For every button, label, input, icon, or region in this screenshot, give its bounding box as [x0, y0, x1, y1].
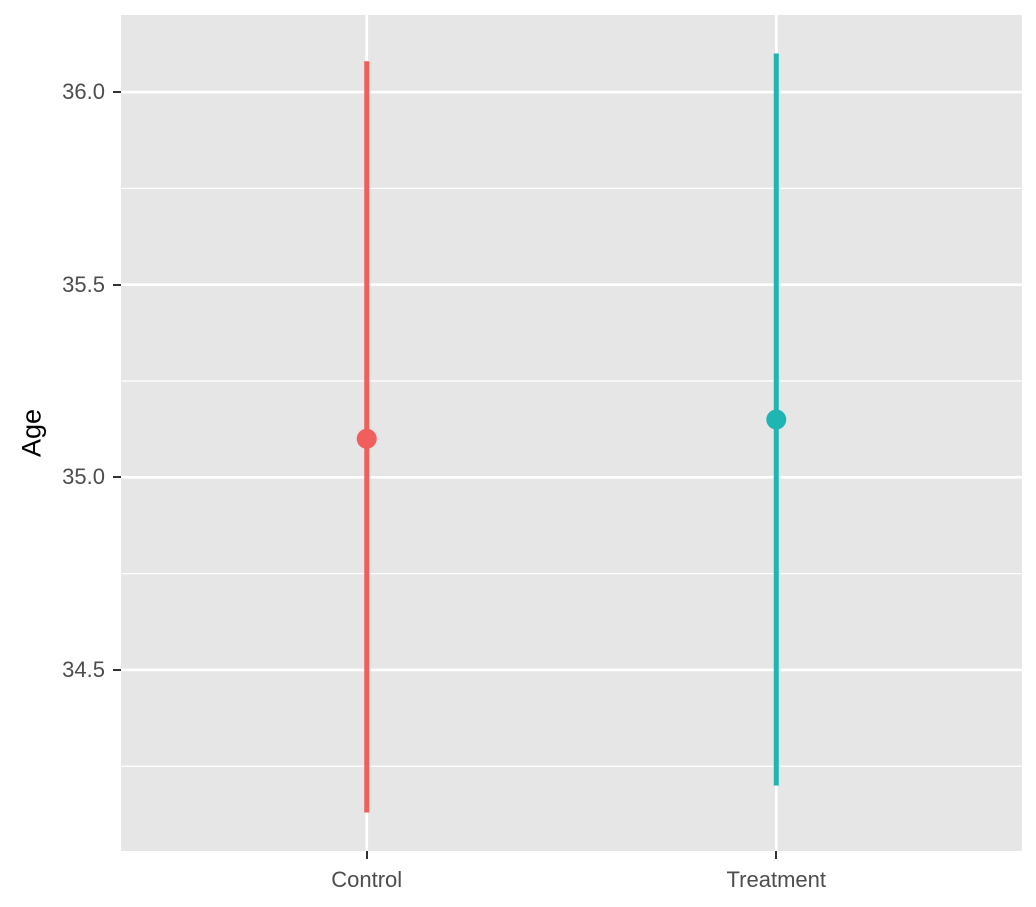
plot-panel: [121, 15, 1022, 851]
y-tick-mark: [113, 283, 121, 286]
x-tick-mark: [775, 851, 778, 859]
x-tick-label-treatment: Treatment: [726, 867, 826, 892]
y-tick-label: 35.0: [62, 464, 105, 490]
y-tick-label: 36.0: [62, 79, 105, 105]
mean-point-control: [356, 428, 377, 449]
x-tick-mark: [365, 851, 368, 859]
y-tick-mark: [113, 476, 121, 479]
mean-point-treatment: [766, 409, 787, 430]
plot-area: [121, 15, 1022, 851]
x-tick-label-control: Control: [331, 867, 403, 892]
y-tick-mark: [113, 668, 121, 671]
y-tick-label: 35.5: [62, 271, 105, 297]
panel-background: [121, 15, 1022, 851]
y-axis-title: Age: [16, 408, 47, 458]
y-tick-label: 34.5: [62, 656, 105, 682]
y-tick-mark: [113, 91, 121, 94]
